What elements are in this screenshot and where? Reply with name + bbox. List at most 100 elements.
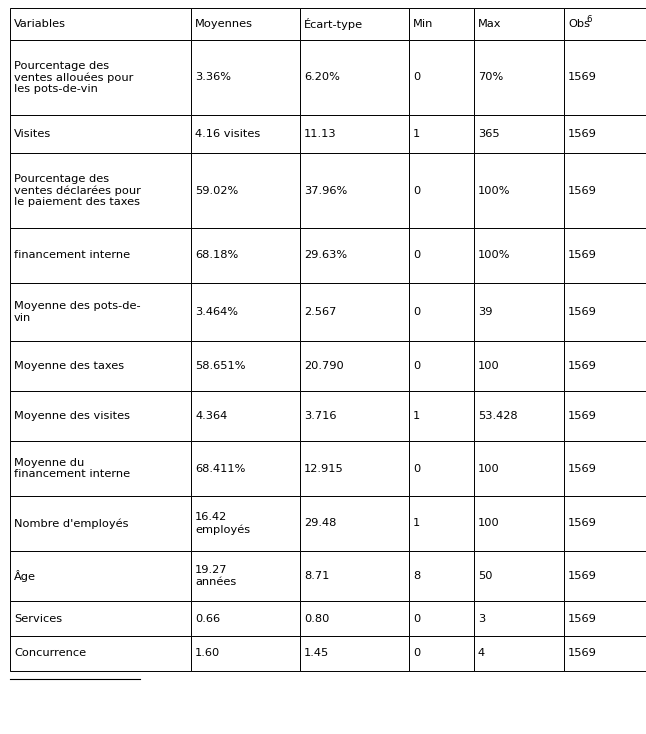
Text: financement interne: financement interne [14,250,130,261]
Text: Moyennes: Moyennes [195,19,253,29]
Text: 0.66: 0.66 [195,614,220,623]
Bar [10,496,191,551]
Text: Max: Max [478,19,501,29]
Bar [474,153,564,228]
Bar [10,8,191,40]
Text: 6: 6 [586,15,592,23]
Text: Variables: Variables [14,19,66,29]
Text: 0: 0 [413,649,421,658]
Text: 1569: 1569 [568,250,597,261]
Text: 0: 0 [413,614,421,623]
Bar [474,441,564,496]
Text: 58.651%: 58.651% [195,361,245,371]
Bar [474,636,564,671]
Bar [10,283,191,341]
Bar [300,341,409,391]
Bar [474,115,564,153]
Bar [300,283,409,341]
Text: 70%: 70% [478,73,503,82]
Bar [191,441,300,496]
Text: 2.567: 2.567 [304,307,337,317]
Bar [409,391,474,441]
Text: 1569: 1569 [568,649,597,658]
Text: 16.42
employés: 16.42 employés [195,512,250,534]
Bar [10,153,191,228]
Text: Min: Min [413,19,433,29]
Text: 50: 50 [478,571,492,581]
Text: 0: 0 [413,250,421,261]
Bar [564,283,646,341]
Bar [409,283,474,341]
Text: 11.13: 11.13 [304,129,337,139]
Text: 4: 4 [478,649,485,658]
Text: 68.18%: 68.18% [195,250,238,261]
Bar [191,551,300,601]
Bar [409,153,474,228]
Text: 3.716: 3.716 [304,411,337,421]
Bar [10,341,191,391]
Text: 19.27
années: 19.27 années [195,565,236,586]
Bar [300,115,409,153]
Bar [191,8,300,40]
Bar [10,636,191,671]
Text: 4.16 visites: 4.16 visites [195,129,260,139]
Text: 1: 1 [413,129,421,139]
Text: Moyenne des taxes: Moyenne des taxes [14,361,124,371]
Bar [300,153,409,228]
Text: 1569: 1569 [568,186,597,195]
Bar [191,283,300,341]
Bar [409,601,474,636]
Text: 0: 0 [413,463,421,473]
Bar [300,496,409,551]
Text: 29.63%: 29.63% [304,250,347,261]
Text: Écart-type: Écart-type [304,18,363,30]
Bar [409,115,474,153]
Bar [474,391,564,441]
Text: 1.60: 1.60 [195,649,220,658]
Bar [191,153,300,228]
Bar [300,441,409,496]
Text: 20.790: 20.790 [304,361,344,371]
Text: 0: 0 [413,73,421,82]
Bar [10,601,191,636]
Bar [564,441,646,496]
Bar [300,228,409,283]
Bar [564,496,646,551]
Bar [409,228,474,283]
Bar [474,8,564,40]
Text: 59.02%: 59.02% [195,186,238,195]
Text: Moyenne des visites: Moyenne des visites [14,411,130,421]
Text: 0: 0 [413,361,421,371]
Text: 68.411%: 68.411% [195,463,245,473]
Bar [300,636,409,671]
Text: 1569: 1569 [568,571,597,581]
Text: 1569: 1569 [568,411,597,421]
Text: 1569: 1569 [568,463,597,473]
Text: 100: 100 [478,361,500,371]
Text: 1569: 1569 [568,361,597,371]
Text: Services: Services [14,614,62,623]
Bar [191,341,300,391]
Bar [300,601,409,636]
Bar [564,40,646,115]
Text: 6.20%: 6.20% [304,73,340,82]
Text: Concurrence: Concurrence [14,649,86,658]
Text: 1569: 1569 [568,129,597,139]
Text: 0.80: 0.80 [304,614,329,623]
Bar [564,115,646,153]
Bar [300,40,409,115]
Bar [409,40,474,115]
Bar [564,636,646,671]
Bar [409,441,474,496]
Text: 1: 1 [413,411,421,421]
Bar [474,283,564,341]
Text: 53.428: 53.428 [478,411,517,421]
Bar [10,551,191,601]
Bar [564,601,646,636]
Bar [191,391,300,441]
Text: 39: 39 [478,307,492,317]
Bar [191,228,300,283]
Bar [300,551,409,601]
Bar [474,601,564,636]
Text: 0: 0 [413,307,421,317]
